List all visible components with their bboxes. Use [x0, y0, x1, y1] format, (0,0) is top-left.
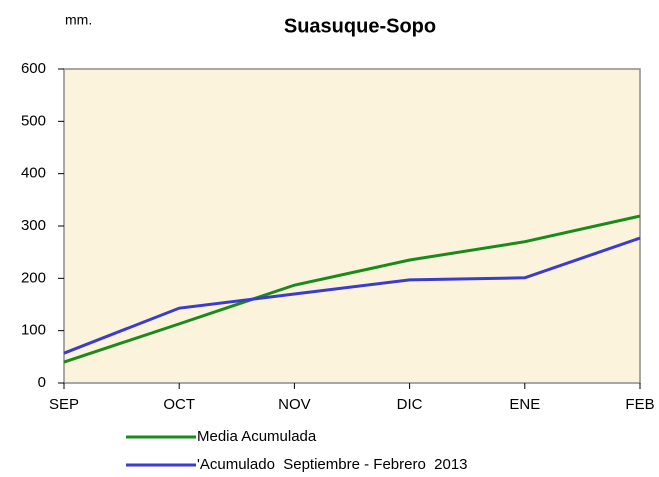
- legend-label: Media Acumulada: [197, 428, 317, 445]
- y-tick-label: 0: [38, 374, 46, 391]
- line-series: [63, 214, 641, 364]
- y-tick-label: 400: [21, 165, 46, 182]
- x-tick-label: ENE: [509, 396, 540, 413]
- x-tick-label: OCT: [163, 396, 195, 413]
- y-tick-label: 300: [21, 217, 46, 234]
- y-axis-label: mm.: [65, 12, 92, 28]
- y-tick-label: 200: [21, 269, 46, 286]
- plot-area: [63, 68, 641, 384]
- y-tick-label: 500: [21, 112, 46, 129]
- y-tick-label: 600: [21, 60, 46, 77]
- x-tick-label: NOV: [278, 396, 311, 413]
- x-tick-label: FEB: [625, 396, 654, 413]
- line-series: [63, 236, 641, 355]
- chart-title: Suasuque-Sopo: [284, 15, 436, 37]
- legend-label: 'Acumulado Septiembre - Febrero 2013: [197, 456, 468, 473]
- x-tick-label: SEP: [49, 396, 79, 413]
- x-tick-label: DIC: [397, 396, 423, 413]
- y-tick-label: 100: [21, 322, 46, 339]
